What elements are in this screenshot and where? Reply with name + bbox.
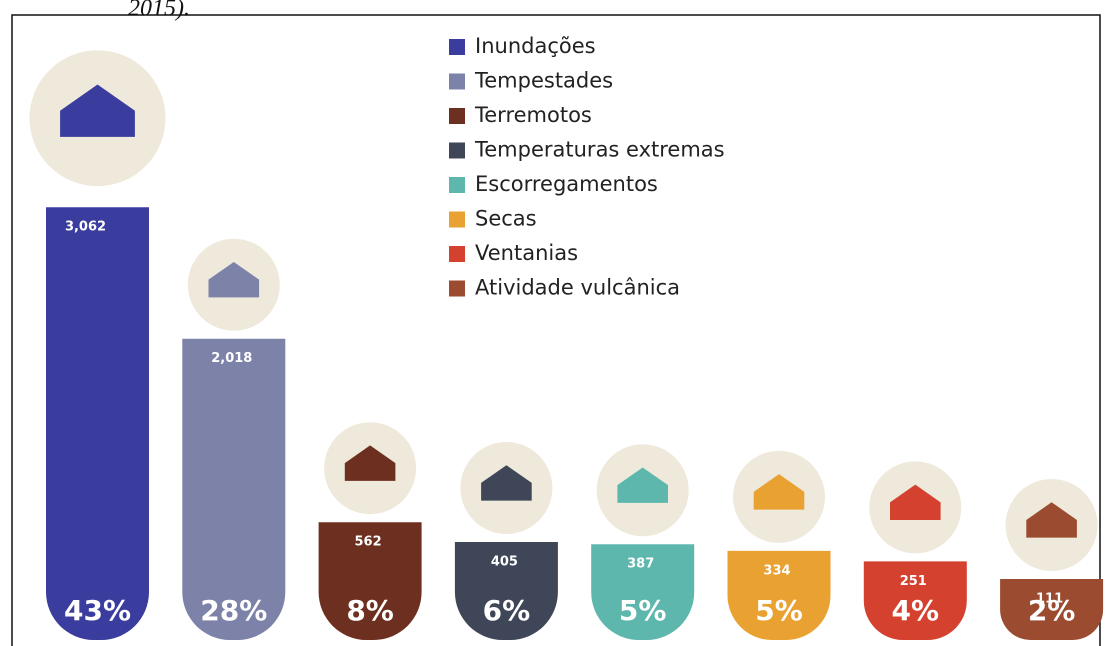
percent-label: 5% [619, 594, 667, 627]
percent-label: 28% [200, 594, 267, 627]
value-label: 111 [1036, 592, 1063, 607]
bar [318, 522, 422, 640]
value-label: 3,062 [65, 220, 106, 235]
icon [344, 445, 396, 481]
bar [454, 541, 558, 640]
legend-label: Terremotos [474, 103, 592, 127]
bar [863, 561, 967, 640]
legend-swatch [449, 108, 465, 124]
value-label: 562 [355, 535, 382, 550]
legend-label: Temperaturas extremas [474, 138, 725, 162]
value-label: 2,018 [211, 351, 252, 366]
legend-label: Escorregamentos [475, 172, 658, 196]
percent-label: 6% [483, 594, 531, 627]
legend-swatch [449, 142, 465, 159]
icon [1026, 502, 1077, 538]
percent-label: 8% [346, 594, 394, 627]
icon [890, 484, 941, 521]
legend-swatch [449, 39, 465, 55]
value-label: 405 [491, 554, 518, 569]
percent-label: 4% [892, 594, 940, 627]
bar [591, 544, 695, 640]
legend-label: Tempestades [474, 69, 613, 93]
value-label: 251 [900, 574, 927, 589]
bar [1000, 579, 1104, 640]
caption-fragment: 2015). [128, 0, 190, 22]
icon [60, 84, 135, 137]
icon [481, 465, 532, 501]
legend-swatch [449, 280, 465, 297]
value-label: 334 [763, 563, 790, 578]
bar [727, 550, 831, 640]
icon [617, 467, 668, 503]
legend-swatch [449, 246, 465, 262]
bar [182, 338, 286, 640]
legend-label: Secas [475, 207, 537, 231]
percent-label: 43% [64, 594, 131, 627]
icon [753, 474, 805, 510]
legend-swatch [449, 211, 465, 228]
value-label: 387 [627, 557, 654, 572]
legend-swatch [449, 73, 465, 90]
legend-label: Ventanias [475, 241, 578, 265]
legend-label: Atividade vulcânica [475, 276, 680, 300]
percent-label: 5% [755, 594, 803, 627]
legend-label: Inundações [475, 34, 596, 58]
frame [11, 14, 1101, 646]
icon [208, 261, 260, 298]
legend-swatch [449, 177, 465, 193]
bar [46, 207, 149, 641]
percent-label: 2% [1028, 594, 1076, 627]
